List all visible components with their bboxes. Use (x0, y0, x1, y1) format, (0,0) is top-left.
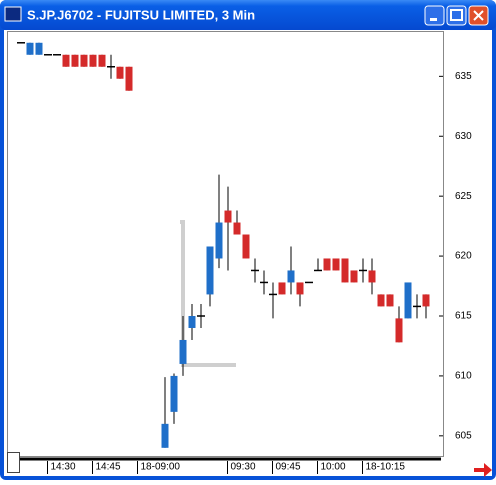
candle-body (170, 375, 178, 412)
x-tick-label: 18-09:00 (141, 462, 181, 473)
x-tick-label: 14:30 (51, 462, 76, 473)
candle-body (233, 222, 241, 235)
candle-body (404, 282, 412, 319)
candle-body (179, 339, 187, 364)
candle-body (242, 234, 250, 259)
x-tick-label: 14:45 (96, 462, 121, 473)
candle-body (395, 318, 403, 343)
candle-body (26, 42, 34, 55)
candle-body (98, 54, 106, 67)
candle-body (422, 294, 430, 307)
candle-body (341, 258, 349, 283)
y-tick-label: 615 (455, 311, 472, 322)
close-icon (473, 10, 484, 21)
x-tick-label: 10:00 (321, 462, 346, 473)
candle-body (116, 66, 124, 79)
y-tick-label: 635 (455, 71, 472, 82)
candle-body (377, 294, 385, 307)
x-tick-label: 09:30 (231, 462, 256, 473)
x-tick-label: 18-10:15 (366, 462, 406, 473)
candle-body (287, 270, 295, 283)
plot-frame (7, 31, 444, 457)
maximize-button[interactable] (446, 5, 467, 26)
title-bar (0, 0, 496, 30)
y-tick-label: 605 (455, 430, 472, 441)
candle-body (350, 270, 358, 283)
candle-body (161, 423, 169, 448)
candle-body (368, 270, 376, 283)
candle-body (323, 258, 331, 271)
candle-body (80, 54, 88, 67)
y-tick-label: 610 (455, 371, 472, 382)
candle-body (188, 315, 196, 328)
candle-body (71, 54, 79, 67)
candle-body (89, 54, 97, 67)
scroll-arrow[interactable] (474, 463, 492, 477)
candle-body (278, 282, 286, 295)
y-tick-label: 625 (455, 191, 472, 202)
candle-body (296, 282, 304, 295)
app-icon (4, 6, 22, 22)
candle-body (35, 42, 43, 55)
candle-body (332, 258, 340, 271)
window-title: S.JP.J6702 - FUJITSU LIMITED, 3 Min (27, 7, 255, 22)
candle-body (125, 66, 133, 91)
y-tick-label: 630 (455, 131, 472, 142)
x-tick-label: 09:45 (276, 462, 301, 473)
candle-body (386, 294, 394, 307)
maximize-icon (450, 9, 463, 21)
candle-body (62, 54, 70, 67)
candle-body (206, 246, 214, 295)
cursor-shadow (180, 220, 236, 367)
candle-body (215, 222, 223, 259)
y-tick-label: 620 (455, 251, 472, 262)
candle-body (224, 210, 232, 223)
minimize-icon (430, 18, 437, 21)
scroll-box[interactable] (7, 452, 20, 473)
minimize-button[interactable] (424, 5, 445, 26)
